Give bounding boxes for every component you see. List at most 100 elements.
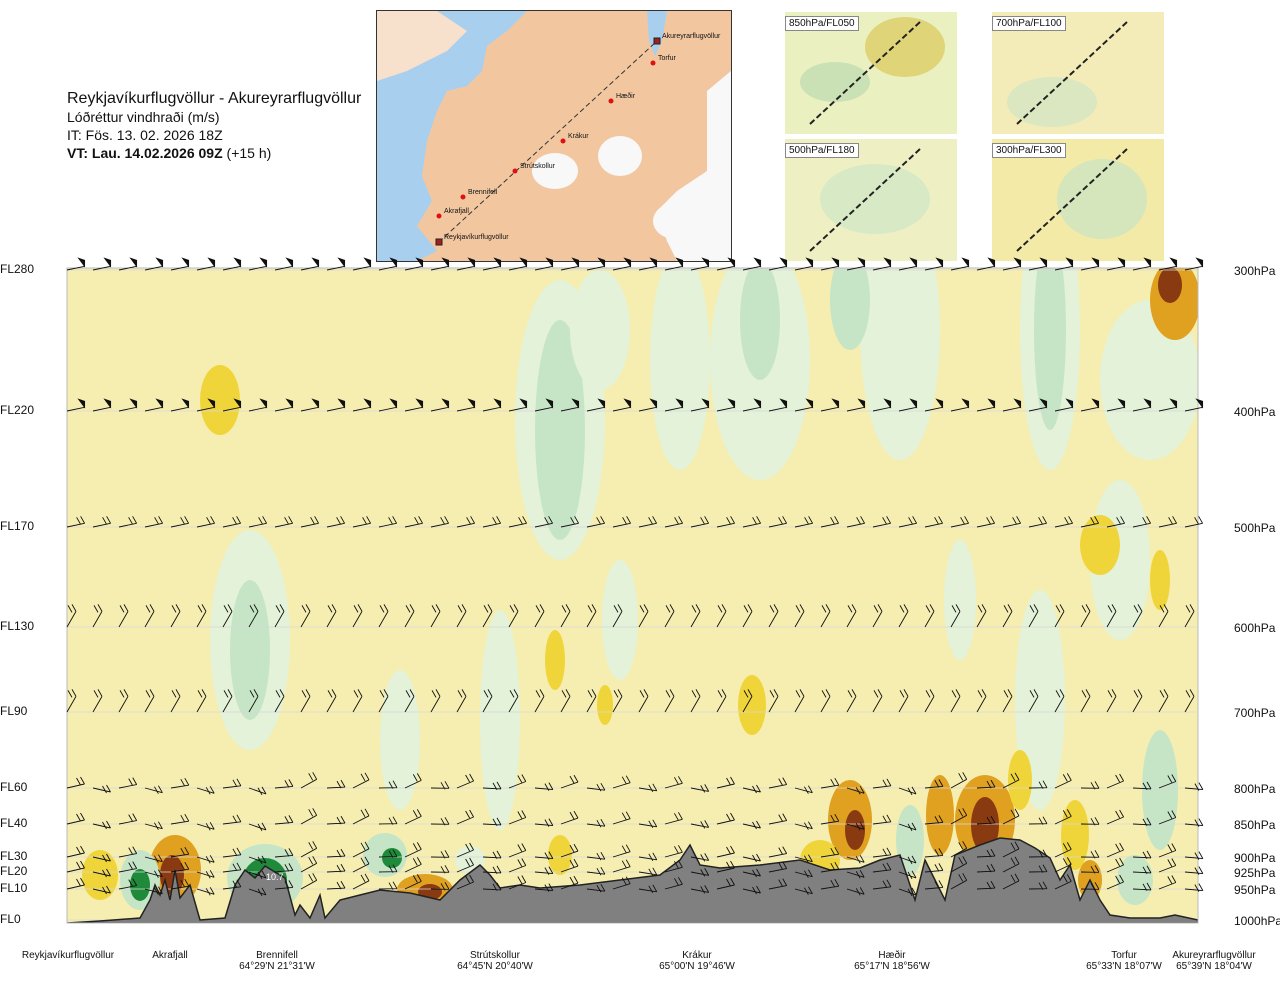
- wind-barb: [1184, 866, 1204, 875]
- wind-barb: [638, 604, 649, 628]
- pressure-level-label: 950hPa: [1234, 883, 1276, 897]
- wind-barb: [950, 808, 968, 825]
- wind-barb: [950, 604, 961, 628]
- wind-barb: [508, 774, 527, 789]
- wind-barb: [534, 604, 545, 628]
- wind-barb: [222, 604, 233, 628]
- vertical-wind-cell: [1158, 268, 1182, 303]
- location-label: Akureyrarflugvöllur 65°39'N 18°04'W: [1159, 950, 1269, 972]
- wind-barb: [352, 856, 370, 873]
- route-point-label: Krákur: [568, 133, 589, 140]
- wind-barb: [222, 862, 242, 873]
- wind-barb: [1158, 875, 1177, 890]
- wind-barb: [482, 516, 501, 528]
- wind-barb: [404, 842, 422, 858]
- wind-barb: [508, 257, 528, 271]
- wind-barb: [404, 857, 422, 873]
- wind-barb: [950, 398, 970, 412]
- wind-barb: [1054, 874, 1072, 890]
- wind-barb: [456, 842, 474, 858]
- route-point-marker: [436, 213, 442, 219]
- wind-barb: [612, 604, 623, 628]
- wind-barb: [1158, 516, 1177, 528]
- route-point-marker: [460, 194, 466, 200]
- wind-barb: [508, 858, 527, 873]
- wind-barb: [1184, 818, 1204, 827]
- wind-barb: [716, 845, 735, 858]
- wind-barb: [222, 398, 242, 412]
- wind-barb: [820, 516, 839, 528]
- vertical-wind-cell: [535, 320, 585, 540]
- wind-barb: [534, 516, 553, 528]
- wind-barb: [1184, 516, 1203, 528]
- wind-barb: [898, 516, 917, 528]
- wind-barb: [118, 604, 129, 628]
- location-label: Krákur 65°00'N 19°46'W: [642, 950, 752, 972]
- wind-barb: [976, 398, 996, 412]
- pressure-level-label: 850hPa: [1234, 818, 1276, 832]
- wind-barb: [66, 860, 85, 873]
- wind-barb: [898, 398, 918, 412]
- flight-level-label: FL30: [0, 849, 28, 863]
- wind-barb: [274, 863, 294, 873]
- wind-barb: [924, 689, 935, 713]
- wind-barb: [300, 257, 320, 271]
- wind-barb: [950, 772, 968, 789]
- wind-barb: [534, 398, 554, 412]
- wind-barb: [586, 866, 606, 876]
- pressure-level-label: 925hPa: [1234, 866, 1276, 880]
- wind-barb: [716, 689, 727, 713]
- wind-barb: [976, 779, 996, 789]
- wind-barb: [1028, 816, 1048, 825]
- wind-barb: [274, 604, 285, 628]
- wind-barb: [1028, 257, 1048, 271]
- wind-barb: [326, 516, 345, 528]
- wind-barb: [586, 604, 597, 628]
- wind-barb: [586, 851, 606, 861]
- wind-barb: [248, 855, 267, 865]
- wind-barb: [92, 885, 111, 895]
- wind-barb: [196, 516, 215, 528]
- wind-barb: [872, 604, 883, 628]
- wind-barb: [638, 819, 658, 829]
- wind-barb: [352, 604, 363, 628]
- wind-barb: [248, 516, 267, 528]
- minimap-label: 700hPa/FL100: [992, 16, 1066, 31]
- wind-barb: [118, 813, 138, 825]
- max-annotation: 10.7: [266, 872, 284, 882]
- location-name: Akrafjall: [152, 950, 188, 961]
- flight-level-label: FL10: [0, 881, 28, 895]
- wind-barb: [430, 398, 450, 412]
- wind-barb: [430, 865, 450, 874]
- wind-barb: [924, 863, 944, 873]
- wind-barb: [456, 857, 474, 873]
- wind-barb: [1080, 850, 1100, 859]
- wind-barb: [612, 398, 632, 412]
- wind-barb: [1132, 689, 1143, 713]
- wind-barb: [482, 817, 502, 827]
- wind-barb: [1132, 398, 1152, 412]
- wind-barb: [144, 886, 163, 895]
- wind-barb: [898, 257, 918, 271]
- wind-barb: [664, 398, 684, 412]
- wind-barb: [612, 811, 631, 825]
- wind-barb: [222, 689, 233, 713]
- vertical-wind-cell: [1015, 590, 1065, 810]
- wind-barb: [1054, 842, 1072, 858]
- wind-barb: [690, 398, 710, 412]
- wind-barb: [118, 516, 137, 528]
- wind-barb: [742, 885, 761, 895]
- wind-barb: [170, 777, 190, 789]
- wind-barb: [92, 516, 111, 528]
- wind-barb: [430, 516, 449, 528]
- wind-barb: [716, 776, 735, 789]
- vertical-wind-cell: [1150, 550, 1170, 610]
- wind-barb: [508, 810, 527, 825]
- wind-barb: [768, 604, 779, 628]
- wind-barb: [378, 689, 389, 713]
- wind-barb: [482, 781, 502, 791]
- wind-barb: [768, 813, 788, 825]
- wind-barb: [690, 868, 710, 877]
- wind-barb: [66, 398, 86, 412]
